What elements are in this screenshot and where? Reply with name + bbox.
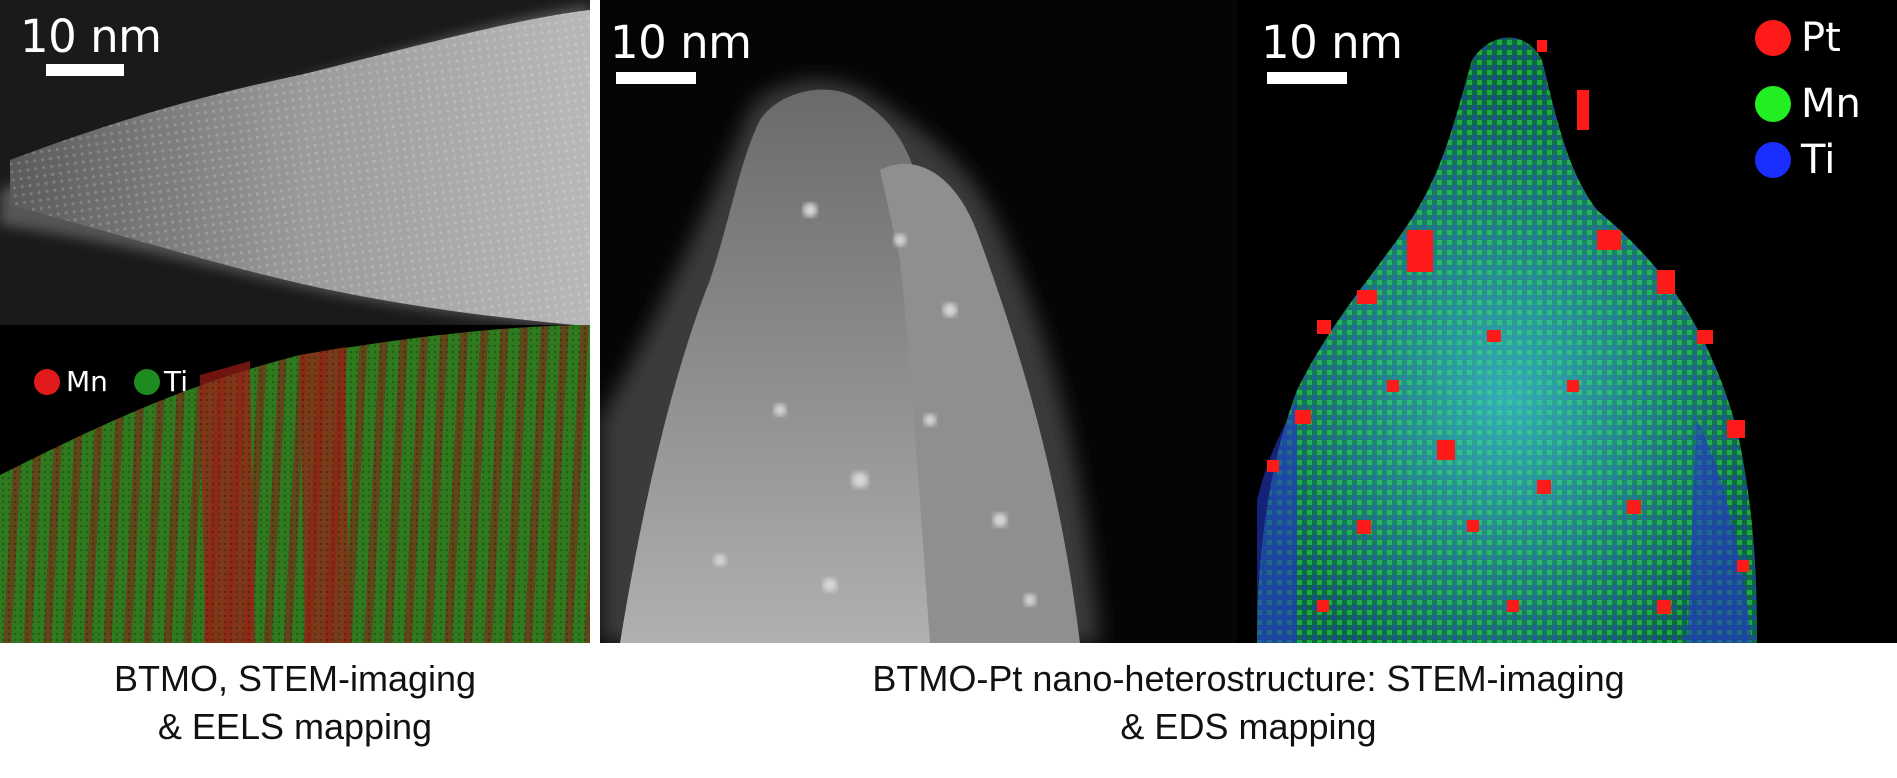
btmo-stem-image: 10 nm: [0, 0, 590, 325]
legend-item-ti: Ti: [1755, 140, 1835, 180]
caption-left-line1: BTMO, STEM-imaging: [113, 658, 477, 699]
eds-map-image: 10 nm Pt Mn Ti: [1237, 0, 1897, 643]
legend-label: Pt: [1801, 15, 1841, 61]
scale-bar: [46, 64, 124, 76]
eels-map-image: Mn Ti: [0, 325, 590, 643]
mn-dot-icon: [34, 369, 60, 395]
legend-label: Ti: [164, 365, 189, 398]
legend-label: Mn: [1801, 81, 1861, 127]
legend-label: Ti: [1801, 137, 1836, 183]
caption-right-line2: & EDS mapping: [1120, 706, 1377, 747]
scale-bar-label: 10 nm: [20, 10, 162, 63]
caption-left-line2: & EELS mapping: [157, 706, 433, 747]
caption-right-line1: BTMO-Pt nano-heterostructure: STEM-imagi…: [872, 658, 1625, 699]
scale-bar: [616, 72, 696, 84]
legend-item-ti: Ti: [134, 368, 188, 396]
ti-dot-icon: [1755, 142, 1791, 178]
legend-item-mn: Mn: [1755, 84, 1861, 124]
legend-label: Mn: [66, 365, 108, 398]
legend-item-mn: Mn: [34, 368, 108, 396]
pt-dot-icon: [1755, 20, 1791, 56]
mn-dot-icon: [1755, 86, 1791, 122]
ti-dot-icon: [134, 369, 160, 395]
btmo-pt-stem-image: 10 nm: [600, 0, 1237, 643]
legend-item-pt: Pt: [1755, 18, 1841, 58]
scale-bar-label: 10 nm: [610, 16, 752, 69]
scale-bar: [1267, 72, 1347, 84]
eels-map-graphic: [0, 325, 590, 643]
caption-left: BTMO, STEM-imaging & EELS mapping: [0, 655, 590, 751]
btmo-pt-stem-graphic: [600, 0, 1237, 643]
btmo-stem-image-graphic: [0, 0, 590, 325]
scale-bar-label: 10 nm: [1261, 16, 1403, 69]
caption-right: BTMO-Pt nano-heterostructure: STEM-imagi…: [600, 655, 1897, 751]
